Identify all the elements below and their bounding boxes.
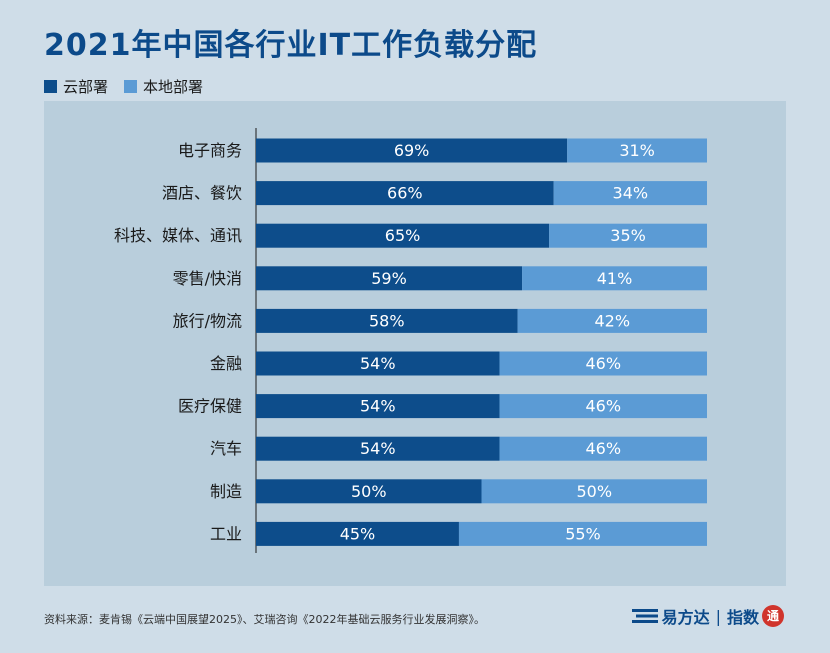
data-label: 69%	[394, 141, 430, 160]
bar-local	[522, 266, 707, 291]
category-label: 电子商务	[178, 141, 242, 160]
bar-cloud	[256, 223, 550, 248]
brand-seal-icon: 通	[762, 605, 784, 627]
category-label: 制造	[210, 482, 242, 501]
bar-local	[499, 436, 707, 461]
bar-cloud	[256, 436, 500, 461]
brand-e-icon	[631, 609, 658, 623]
data-label: 54%	[360, 397, 396, 416]
category-label: 科技、媒体、通讯	[114, 226, 242, 245]
bar-cloud	[256, 181, 554, 206]
bar-chart: 电子商务 69% 31% 酒店、餐饮 66% 34% 科技、媒体、通讯 65% 35% 零售/快消…	[114, 128, 707, 553]
legend-item-cloud: 云部署	[44, 76, 108, 97]
data-label: 31%	[619, 141, 655, 160]
data-label: 46%	[585, 439, 621, 458]
brand-name: 易方达	[661, 608, 710, 627]
data-label: 46%	[585, 354, 621, 373]
category-label: 医疗保健	[178, 397, 242, 416]
brand-logo: 易方达 | 指数 通	[631, 604, 784, 628]
data-label: 41%	[597, 269, 633, 288]
data-label: 42%	[595, 311, 631, 330]
brand-sub: 指数	[726, 608, 759, 627]
data-label: 50%	[351, 482, 387, 501]
data-label: 45%	[340, 524, 376, 543]
data-label: 55%	[565, 524, 601, 543]
legend: 云部署 本地部署	[44, 76, 219, 97]
data-label: 54%	[360, 354, 396, 373]
legend-swatch-cloud	[44, 80, 57, 93]
bar-local	[458, 521, 707, 546]
data-label: 58%	[369, 311, 405, 330]
bar-local	[499, 351, 707, 376]
legend-label-local: 本地部署	[143, 78, 204, 96]
bar-local	[549, 223, 707, 248]
brand-separator: |	[715, 606, 721, 626]
bar-cloud	[256, 479, 482, 504]
category-label: 旅行/物流	[173, 311, 242, 330]
bar-cloud	[256, 138, 568, 163]
data-label: 35%	[610, 226, 646, 245]
bar-local	[481, 479, 707, 504]
source-note: 资料来源：麦肯锡《云端中国展望2025》、艾瑞咨询《2022年基础云服务行业发展…	[44, 613, 485, 626]
category-label: 金融	[210, 354, 242, 373]
data-label: 34%	[613, 184, 649, 203]
plot-area: 电子商务 69% 31% 酒店、餐饮 66% 34% 科技、媒体、通讯 65% 35% 零售/快消…	[44, 101, 786, 586]
data-label: 54%	[360, 439, 396, 458]
bar-local	[567, 138, 707, 163]
bar-local	[553, 181, 707, 206]
data-label: 65%	[385, 226, 421, 245]
data-label: 46%	[585, 397, 621, 416]
bar-cloud	[256, 394, 500, 419]
bar-cloud	[256, 308, 518, 333]
chart-title: 2021年中国各行业IT工作负载分配	[44, 28, 538, 63]
data-label: 50%	[576, 482, 612, 501]
data-label: 66%	[387, 184, 423, 203]
category-label: 工业	[210, 524, 242, 543]
bar-local	[517, 308, 707, 333]
bar-cloud	[256, 351, 500, 376]
bar-cloud	[256, 521, 459, 546]
legend-label-cloud: 云部署	[63, 78, 109, 96]
legend-swatch-local	[124, 80, 138, 93]
category-label: 酒店、餐饮	[162, 184, 242, 203]
category-label: 零售/快消	[173, 269, 242, 288]
bar-local	[499, 394, 707, 419]
data-label: 59%	[371, 269, 407, 288]
legend-item-local: 本地部署	[124, 76, 203, 97]
category-label: 汽车	[210, 439, 242, 458]
bar-cloud	[256, 266, 523, 291]
